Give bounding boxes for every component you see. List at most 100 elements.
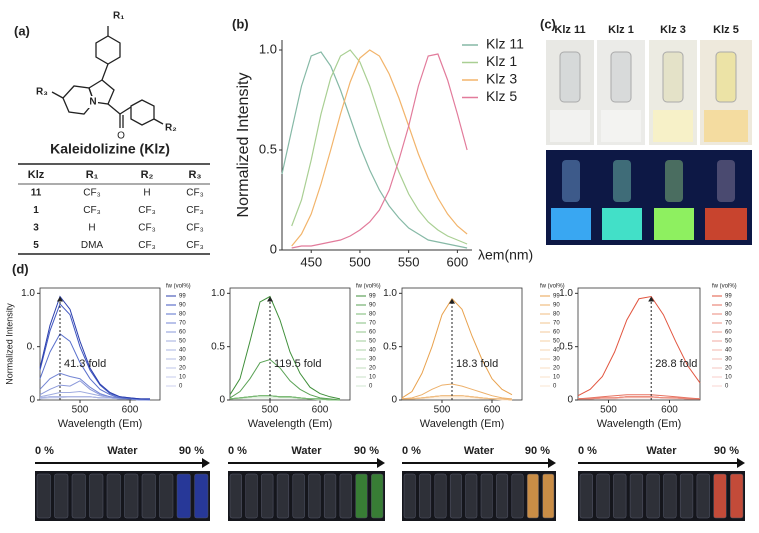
- vial: [403, 473, 416, 519]
- x-axis-label: Wavelength (Em): [597, 418, 682, 430]
- y-tick-label: 0.: [27, 341, 35, 352]
- scale-arrowhead: [202, 458, 210, 468]
- scale-arrowhead: [377, 458, 385, 468]
- vial: [511, 473, 524, 519]
- peak-arrowhead: [267, 296, 273, 302]
- table-cell: CF₃: [186, 240, 203, 251]
- vial: [449, 473, 462, 519]
- table-cell: CF₃: [138, 205, 155, 216]
- table-header: R₁: [86, 169, 99, 181]
- legend-label: 70: [369, 321, 376, 327]
- legend-label: 99: [725, 294, 732, 300]
- table-header: R₂: [141, 169, 154, 181]
- vial: [194, 473, 209, 519]
- legend-label: Klz 3: [486, 71, 517, 87]
- y-axis-label: Normalized Intensity: [235, 73, 252, 218]
- fold-annotation: 18.3 fold: [456, 358, 498, 370]
- series-line: [401, 297, 513, 399]
- scale-label: 90 %: [714, 445, 739, 457]
- vial: [465, 473, 478, 519]
- legend-label: 30: [369, 357, 376, 363]
- legend-label: 0: [725, 384, 729, 390]
- legend-label: 0: [179, 384, 183, 390]
- table-cell: 5: [33, 240, 39, 251]
- y-tick-label: 0: [391, 395, 397, 406]
- x-axis-label: Wavelength (Em): [420, 418, 505, 430]
- legend-label: 40: [725, 348, 732, 354]
- photo-daylight: [546, 40, 752, 145]
- legend-label: 70: [725, 321, 732, 327]
- vial: [496, 473, 509, 519]
- series-line: [578, 396, 700, 400]
- x-tick-label: 500: [349, 254, 371, 269]
- plot-frame: [229, 287, 351, 401]
- scale-label: 90 %: [354, 445, 379, 457]
- vial: [730, 473, 744, 519]
- vial: [613, 473, 627, 519]
- series-line: [402, 395, 513, 401]
- fold-annotation: 119.5 fold: [274, 358, 322, 370]
- legend-label: 99: [369, 294, 376, 300]
- series-line: [291, 49, 468, 247]
- structure-label: N: [89, 97, 96, 108]
- legend-label: 80: [553, 312, 560, 318]
- legend-label: 80: [725, 312, 732, 318]
- legend-label: 50: [725, 339, 732, 345]
- vial: [159, 473, 174, 519]
- legend-label: 20: [553, 366, 560, 372]
- legend-label: 10: [179, 375, 186, 381]
- series-line: [281, 51, 468, 249]
- legend-label: 60: [179, 330, 186, 336]
- vial: [36, 473, 51, 519]
- sample-label: Klz 11: [554, 24, 585, 36]
- legend-label: 10: [553, 375, 560, 381]
- legend-label: 30: [179, 357, 186, 363]
- structure-label: R₂: [165, 123, 177, 134]
- table-header: R₃: [188, 169, 201, 181]
- scale-label: 90 %: [525, 445, 550, 457]
- x-tick-label: 600: [312, 405, 329, 416]
- legend-label: 90: [725, 303, 732, 309]
- scale-label: 0 %: [402, 445, 421, 457]
- photo-uv: [546, 150, 752, 245]
- table-cell: 3: [33, 223, 39, 234]
- x-tick-label: 600: [661, 405, 678, 416]
- legend-title: fw (vol%): [540, 284, 565, 290]
- vial: [629, 473, 644, 519]
- plot-frame: [577, 287, 701, 401]
- legend-label: 0: [553, 384, 557, 390]
- legend-label: 70: [179, 321, 186, 327]
- table-cell: H: [88, 223, 95, 234]
- vial: [355, 473, 368, 519]
- table-cell: 1: [33, 205, 39, 216]
- table-cell: CF₃: [83, 188, 100, 199]
- y-tick-label: 0: [567, 395, 573, 406]
- x-tick-label: 600: [122, 405, 139, 416]
- vial: [71, 473, 86, 519]
- vial: [308, 473, 321, 519]
- label-bg: [88, 96, 98, 108]
- vial: [579, 473, 593, 519]
- legend-label: 40: [553, 348, 560, 354]
- vial: [542, 473, 555, 519]
- x-tick-label: 600: [447, 254, 469, 269]
- structure: [51, 26, 164, 128]
- table-rules: [18, 163, 210, 255]
- series-line: [229, 358, 341, 401]
- legend-label: 99: [553, 294, 560, 300]
- y-tick-label: 1.0: [559, 288, 573, 299]
- legend-label: Klz 1: [486, 53, 517, 69]
- plot-frame: [39, 287, 161, 401]
- x-axis-label: Wavelength (Em): [58, 418, 143, 430]
- series-line: [578, 397, 700, 400]
- panel-label: (b): [232, 16, 249, 31]
- legend-label: 80: [179, 312, 186, 318]
- legend-label: 40: [179, 348, 186, 354]
- sample-label: Klz 1: [608, 24, 634, 36]
- legend-label: 50: [179, 339, 186, 345]
- y-tick-label: 0.5: [259, 141, 277, 156]
- scale-arrowhead: [737, 458, 745, 468]
- legend-label: 90: [553, 303, 560, 309]
- legend-label: 60: [553, 330, 560, 336]
